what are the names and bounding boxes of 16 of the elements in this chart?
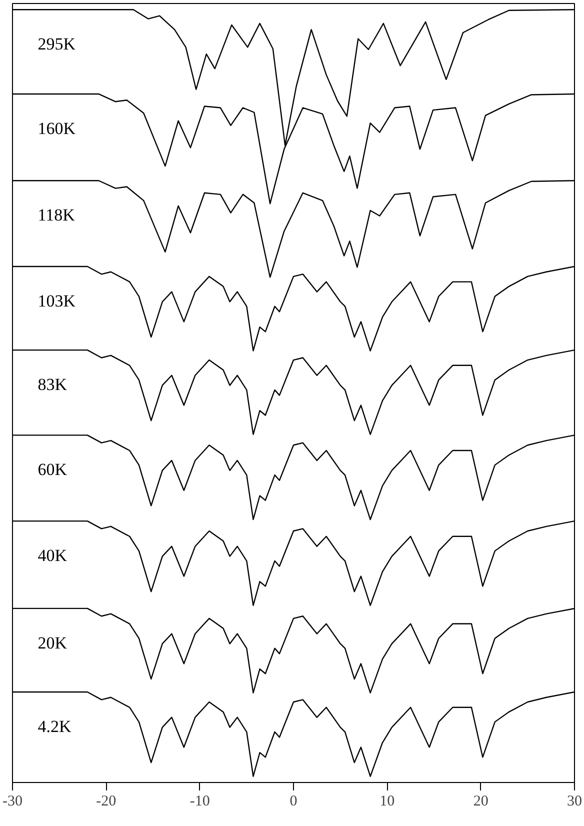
series-label: 103K bbox=[38, 291, 76, 310]
series-label: 160K bbox=[38, 118, 76, 138]
x-tick-label: 20 bbox=[473, 794, 488, 810]
series-label: 118K bbox=[38, 206, 76, 225]
x-tick-label: -20 bbox=[96, 794, 116, 810]
series-label: 20K bbox=[38, 633, 68, 652]
series-label: 295K bbox=[38, 34, 76, 54]
series-label: 40K bbox=[38, 546, 68, 566]
x-tick-label: -30 bbox=[2, 794, 22, 810]
x-tick-label: 0 bbox=[290, 794, 298, 810]
x-tick-label: -10 bbox=[190, 794, 210, 810]
series-label: 60K bbox=[38, 460, 68, 480]
x-tick-label: 30 bbox=[567, 794, 582, 810]
x-tick-label: 10 bbox=[380, 794, 395, 810]
series-label: 4.2K bbox=[38, 717, 72, 736]
series-label: 83K bbox=[38, 375, 68, 394]
